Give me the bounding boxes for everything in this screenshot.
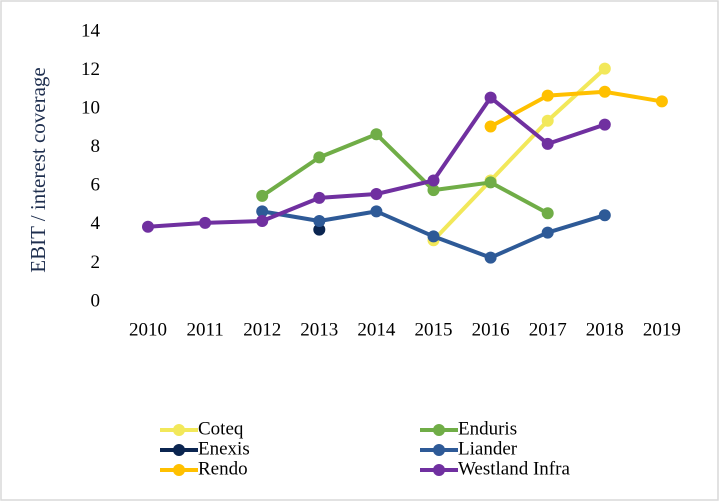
data-point <box>655 95 668 108</box>
x-tick-label: 2018 <box>586 319 624 340</box>
data-point <box>256 205 269 218</box>
data-point <box>541 207 554 220</box>
legend-marker <box>173 464 185 476</box>
data-point <box>313 151 326 164</box>
data-point <box>313 191 326 204</box>
x-tick-label: 2014 <box>357 319 396 340</box>
x-tick-label: 2013 <box>300 319 338 340</box>
legend-marker <box>433 464 445 476</box>
x-tick-label: 2012 <box>243 319 281 340</box>
y-tick-label: 6 <box>91 175 101 196</box>
y-tick-label: 8 <box>91 136 101 157</box>
legend-marker <box>173 424 185 436</box>
data-point <box>256 215 269 227</box>
data-point <box>427 184 440 197</box>
data-point <box>598 62 611 75</box>
data-point <box>484 91 497 104</box>
y-tick-label: 10 <box>81 98 100 119</box>
data-point <box>427 174 440 187</box>
data-point <box>598 209 611 222</box>
data-point <box>142 220 154 233</box>
x-tick-label: 2015 <box>415 319 453 340</box>
data-point <box>598 118 611 131</box>
x-tick-label: 2011 <box>186 319 223 340</box>
x-tick-label: 2019 <box>643 319 681 340</box>
x-tick-label: 2016 <box>472 319 510 340</box>
legend-label: Liander <box>458 438 518 459</box>
series-line <box>261 132 549 216</box>
data-point <box>484 176 497 189</box>
legend-marker <box>433 444 445 456</box>
data-point <box>541 137 554 150</box>
x-tick-label: 2017 <box>529 319 567 340</box>
data-point <box>370 128 383 141</box>
data-point <box>199 216 212 229</box>
data-point <box>541 89 554 102</box>
data-point <box>370 205 383 218</box>
legend-label: Coteq <box>198 418 244 439</box>
y-tick-label: 12 <box>81 59 100 80</box>
data-point <box>313 223 326 236</box>
legend-label: Westland Infra <box>458 458 570 479</box>
y-tick-label: 14 <box>81 20 101 41</box>
data-point <box>313 215 326 227</box>
legend-label: Rendo <box>198 458 248 479</box>
data-point <box>484 251 497 264</box>
legend-label: Enduris <box>458 418 517 439</box>
data-point <box>484 120 497 133</box>
data-point <box>256 189 269 202</box>
data-point <box>427 230 440 243</box>
legend-label: Enexis <box>198 438 250 459</box>
data-point <box>598 85 611 98</box>
x-tick-label: 2010 <box>129 319 167 340</box>
y-tick-label: 2 <box>91 252 101 273</box>
legend-marker <box>173 444 185 456</box>
data-point <box>541 114 554 127</box>
legend-marker <box>433 424 445 436</box>
data-point <box>370 188 383 200</box>
y-axis-label: EBIT / interest coverage <box>26 67 50 272</box>
y-tick-label: 4 <box>91 213 101 234</box>
series-line <box>489 89 663 129</box>
data-point <box>541 226 554 239</box>
y-tick-label: 0 <box>91 290 101 311</box>
